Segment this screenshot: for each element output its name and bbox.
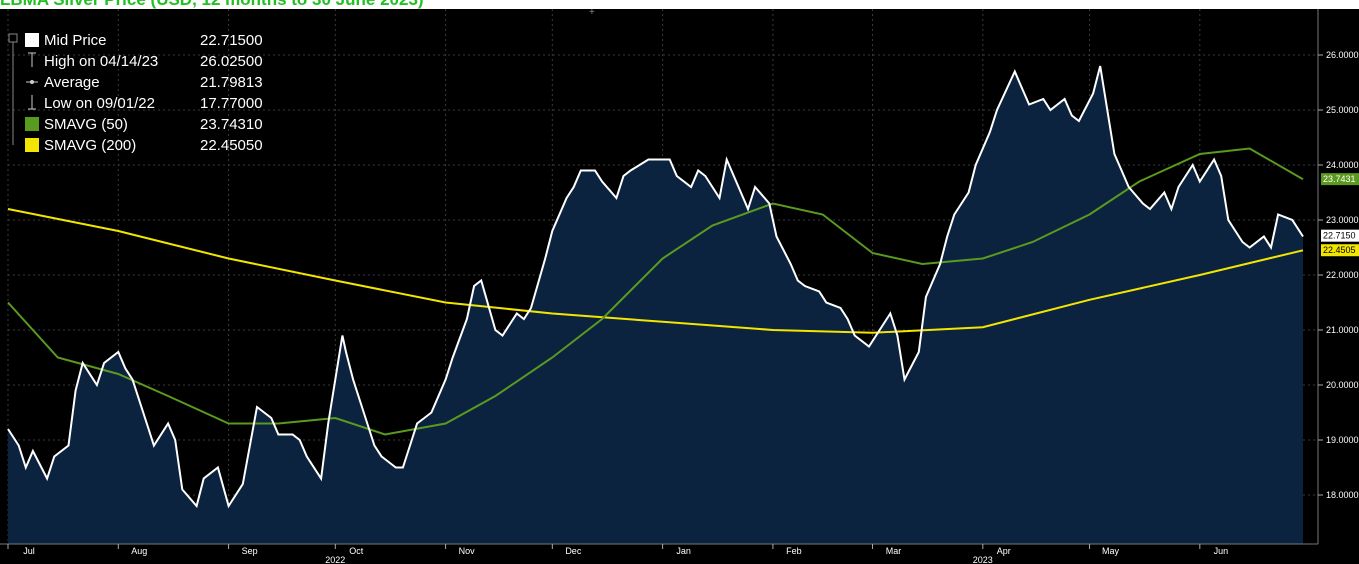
y-tick-label: 19.0000 (1326, 435, 1359, 445)
x-tick-label: Dec (565, 546, 582, 556)
sma50-line (7, 147, 1304, 436)
price-area-fill (8, 66, 1303, 544)
x-tick-label: Jun (1214, 546, 1229, 556)
legend-value: 26.02500 (200, 53, 263, 70)
y-tick-label: 25.0000 (1326, 105, 1359, 115)
legend-label: SMAVG (50) (44, 116, 128, 133)
legend-value: 21.79813 (200, 74, 263, 91)
crosshair-marker: + (589, 9, 595, 18)
legend-value: 23.74310 (200, 116, 263, 133)
legend-label: Mid Price (44, 32, 107, 49)
legend-collapse-box (8, 33, 18, 43)
legend-value: 17.77000 (200, 95, 263, 112)
legend: Mid Price 22.71500 High on 04/14/23 26.0250… (8, 32, 263, 154)
last-value-label: 22.7150 (1323, 231, 1356, 241)
y-tick-label: 26.0000 (1326, 50, 1359, 60)
legend-label: SMAVG (200) (44, 137, 136, 154)
y-tick-label: 18.0000 (1326, 490, 1359, 500)
mid-price-line (7, 65, 1304, 509)
x-tick-label: Mar (886, 546, 902, 556)
last-value-label: 22.4505 (1323, 245, 1356, 255)
legend-swatch (25, 33, 39, 47)
chart-title: LBMA Silver Price (USD, 12 months to 30 … (0, 0, 800, 9)
y-tick-label: 22.0000 (1326, 270, 1359, 280)
x-tick-label: Apr (997, 546, 1011, 556)
legend-swatch (25, 138, 39, 152)
last-value-box (1321, 244, 1359, 257)
x-tick-label: May (1102, 546, 1120, 556)
y-tick-label: 20.0000 (1326, 380, 1359, 390)
y-tick-label: 24.0000 (1326, 160, 1359, 170)
legend-label: High on 04/14/23 (44, 53, 158, 70)
x-axis: Jul Aug Sep Oct Nov Dec Jan Feb Mar Apr May Jun 2022… (0, 543, 1318, 564)
legend-swatch (25, 117, 39, 131)
last-value-box (1321, 173, 1359, 186)
legend-label: Average (44, 74, 100, 91)
x-tick-label: Nov (459, 546, 476, 556)
legend-average-icon (30, 80, 34, 84)
y-tick-label: 23.0000 (1326, 215, 1359, 225)
x-tick-label: Aug (131, 546, 147, 556)
y-axis: 26.0000 25.0000 24.0000 23.0000 22.0000 21.00… (1317, 9, 1359, 544)
x-tick-label: Jul (23, 546, 35, 556)
legend-label: Low on 09/01/22 (44, 95, 155, 112)
last-value-label: 23.7431 (1323, 174, 1356, 184)
x-tick-label: Feb (786, 546, 802, 556)
sma200-line (7, 208, 1304, 334)
x-year-label: 2023 (973, 555, 993, 564)
x-year-label: 2022 (325, 555, 345, 564)
y-tick-label: 21.0000 (1326, 325, 1359, 335)
x-tick-label: Sep (242, 546, 258, 556)
legend-value: 22.71500 (200, 32, 263, 49)
legend-value: 22.45050 (200, 137, 263, 154)
chart-canvas: 26.0000 25.0000 24.0000 23.0000 22.0000 21.00… (0, 9, 1359, 564)
x-tick-label: Jan (676, 546, 691, 556)
x-tick-label: Oct (349, 546, 364, 556)
last-value-labels: 23.7431 22.7150 22.4505 (1321, 173, 1359, 257)
last-value-box (1321, 229, 1359, 242)
